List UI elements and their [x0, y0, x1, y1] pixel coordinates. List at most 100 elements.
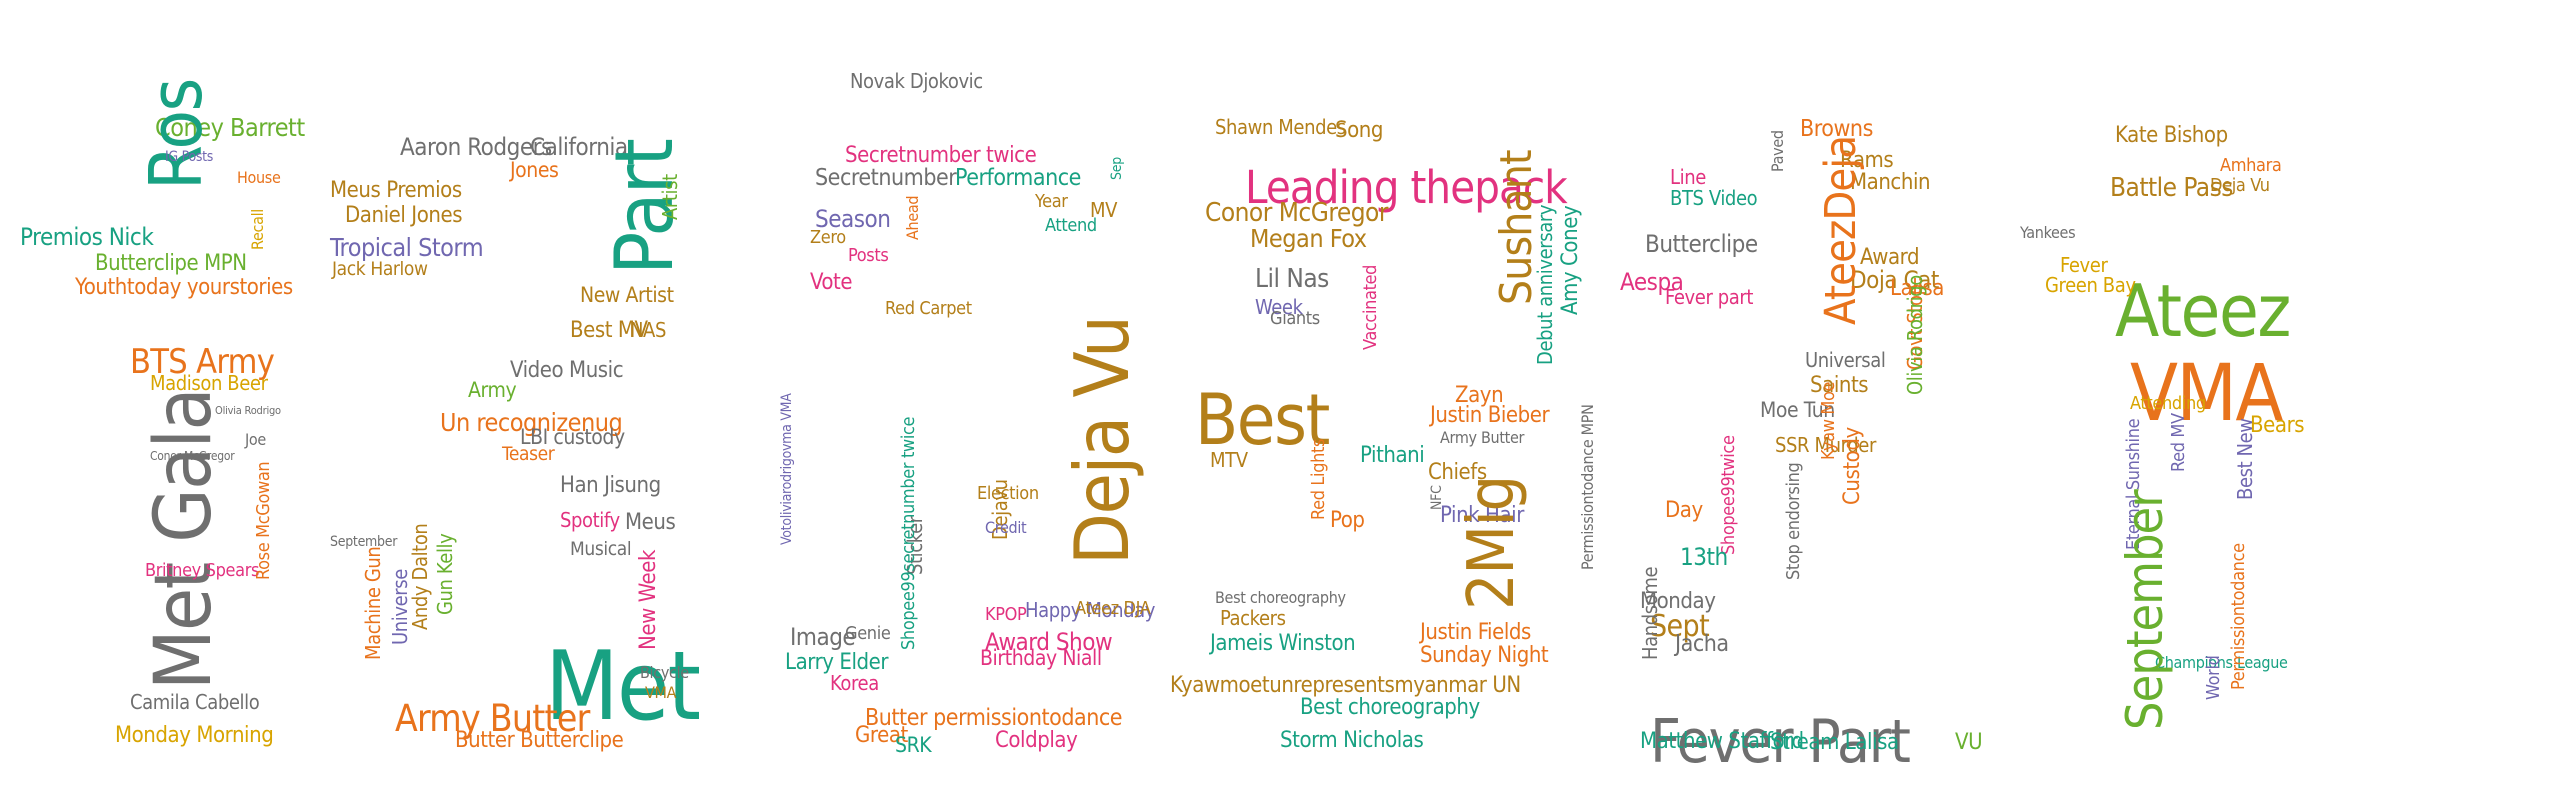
cloud-word: Butterclipe MPN — [95, 251, 247, 276]
cloud-word: Teaser — [502, 443, 555, 465]
cloud-word: Jacha — [1675, 631, 1729, 657]
cloud-word: Jameis Winston — [1210, 631, 1356, 656]
cloud-word: Ahead — [903, 195, 922, 240]
cloud-word: Machine Gun — [361, 546, 385, 660]
cloud-word: Manchin — [1850, 170, 1931, 195]
cloud-word: Coney Barrett — [155, 113, 305, 142]
cloud-word: Kyawmoetunrepresentsmyanmar UN — [1170, 673, 1521, 698]
cloud-word: Amhara — [2220, 155, 2282, 176]
cloud-word: Justin Bieber — [1430, 403, 1550, 428]
cloud-word: September — [330, 534, 398, 550]
cloud-word: LBI custody — [520, 425, 625, 449]
cloud-word: Happy Monday — [1025, 598, 1156, 622]
cloud-word: Election — [977, 483, 1039, 504]
cloud-word: Best MV — [570, 318, 648, 343]
cloud-word: IG Posts — [165, 149, 214, 165]
cloud-word: Ateez — [2115, 269, 2291, 353]
cloud-word: Pink Hair — [1440, 503, 1524, 528]
cloud-word: Posts — [848, 245, 889, 266]
cloud-word: Award Show — [985, 628, 1113, 656]
cloud-word: Chiefs — [1428, 460, 1487, 485]
cloud-word: Army — [468, 378, 517, 402]
cloud-word: Custody — [1840, 427, 1865, 505]
cloud-word: Pop — [1330, 508, 1365, 533]
cloud-word: Fever Part — [1650, 707, 1911, 777]
cloud-word: Champions League — [2155, 653, 2288, 672]
cloud-word: Camila Cabello — [130, 690, 260, 714]
cloud-word: VU — [1955, 730, 1983, 755]
cloud-word: BTS Army — [130, 342, 275, 382]
cloud-word: Youthtoday yourstories — [75, 275, 293, 300]
cloud-word: Yankees — [2020, 223, 2076, 242]
cloud-word: Fever — [2060, 253, 2108, 277]
cloud-word: Season — [815, 205, 891, 233]
cloud-word: Red Carpet — [885, 298, 972, 319]
cloud-word: Ros — [134, 79, 218, 190]
cloud-word: World — [2203, 655, 2224, 700]
cloud-word: Sunday Night — [1420, 643, 1549, 668]
cloud-word: Sep — [1109, 157, 1125, 180]
cloud-word: VMA — [2130, 349, 2283, 439]
cloud-word: Best — [1195, 379, 1330, 461]
cloud-word: Megan Fox — [1250, 224, 1367, 253]
cloud-word: Week — [1255, 295, 1303, 319]
cloud-word: Artist — [658, 174, 682, 220]
cloud-word: Red MV — [2168, 413, 2189, 472]
cloud-word: Conor McGregor — [150, 449, 235, 463]
cloud-word: Genie — [845, 623, 891, 644]
cloud-word: Met Gala — [139, 389, 229, 690]
cloud-word: September — [2116, 490, 2174, 730]
cloud-word: Best choreography — [1300, 695, 1480, 720]
cloud-word: Joe — [245, 430, 266, 449]
cloud-word: Image — [790, 623, 856, 651]
cloud-word: Butterclipe — [1645, 230, 1758, 258]
cloud-word: Attending — [2130, 393, 2206, 414]
cloud-word: Attend — [1045, 215, 1097, 236]
cloud-word: Green Bay — [2045, 273, 2136, 297]
cloud-word: Best choreography — [1215, 588, 1346, 607]
cloud-word: Stop endorsing — [1783, 462, 1804, 580]
cloud-word: 2Mig — [1455, 476, 1529, 610]
cloud-word: Army Butter — [1440, 428, 1525, 447]
cloud-word: Tropical Storm — [330, 233, 484, 262]
cloud-word: Monday — [1640, 589, 1716, 614]
cloud-word: Justin Fields — [1420, 620, 1531, 645]
cloud-word: Shawn Mendes — [1215, 115, 1346, 139]
cloud-word: New Artist — [580, 283, 674, 307]
cloud-word: Vote — [810, 270, 853, 295]
cloud-word: KPOP — [985, 604, 1027, 625]
cloud-word: Video Music — [510, 358, 624, 383]
cloud-word: SRK — [895, 733, 932, 757]
cloud-word: Daniel Jones — [345, 203, 463, 228]
cloud-word: Un recognizenug — [440, 408, 623, 437]
cloud-word: Secretnumber twice — [845, 143, 1037, 168]
cloud-word: Gun Kelly — [433, 533, 457, 615]
cloud-word: Permissiontodance — [2228, 543, 2249, 690]
cloud-word: Great — [855, 723, 908, 748]
cloud-word: Kate Bishop — [2115, 123, 2228, 148]
cloud-word: Madison Beer — [150, 371, 268, 395]
cloud-word: Stream Lalisa — [1770, 730, 1899, 755]
cloud-word: VMA — [645, 683, 677, 702]
cloud-word: Larry Elder — [785, 650, 889, 675]
cloud-word: Shopee99twice — [1718, 435, 1739, 555]
cloud-word: Bears — [2250, 413, 2305, 438]
cloud-word: Kyaw Moe — [1818, 381, 1839, 460]
cloud-word: Performance — [955, 165, 1081, 191]
cloud-word: Zayn — [1455, 383, 1504, 408]
cloud-word: Coldplay — [995, 728, 1078, 753]
cloud-word: Han Jisung — [560, 473, 661, 498]
cloud-word: Giants — [1270, 308, 1320, 329]
cloud-word: Best New — [2233, 418, 2257, 500]
cloud-word: Browns — [1800, 116, 1873, 142]
cloud-word: Song — [1335, 118, 1384, 143]
cloud-word: Conor McGregor — [1205, 198, 1388, 228]
cloud-word: Permissiontodance MPN — [1578, 404, 1597, 570]
cloud-word: Shopee99secretnumber twice — [898, 416, 919, 650]
cloud-word: Handsome — [1638, 566, 1662, 660]
cloud-word: SSR Murder — [1775, 433, 1876, 457]
cloud-word: Rams — [1840, 148, 1894, 173]
cloud-word: Paved — [1768, 130, 1787, 172]
cloud-word: Olivia Rodrigo — [1903, 275, 1927, 395]
